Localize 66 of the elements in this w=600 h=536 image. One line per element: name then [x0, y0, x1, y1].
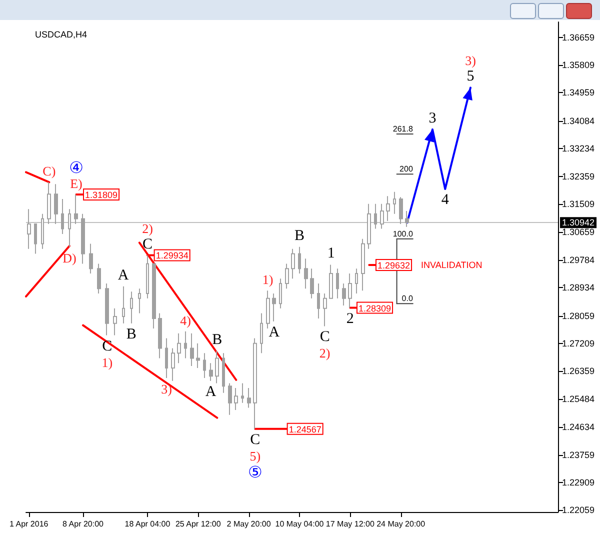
x-tick-label: 24 May 20:00: [376, 520, 426, 528]
data-label: 1.29632: [377, 260, 410, 270]
data-label: 1.31809: [85, 190, 118, 200]
y-tick-label: 1.33234: [562, 143, 595, 154]
annotation: E): [70, 176, 82, 192]
y-tick-label: 1.28059: [562, 310, 595, 321]
annotation: ④: [69, 158, 84, 178]
annotation: C: [320, 329, 330, 346]
text: USDCAD,H4: [35, 30, 88, 40]
annotation: 261.8: [392, 124, 414, 134]
annotation: 3): [465, 53, 476, 68]
annotation: B: [126, 326, 136, 342]
y-tick-label: 1.36659: [562, 32, 595, 43]
annotation: C: [102, 338, 112, 354]
x-tick-label: 2 May 20:00: [226, 520, 272, 528]
y-tick-label: 1.28934: [562, 282, 595, 293]
annotation: A: [268, 324, 280, 340]
annotation: 2: [346, 310, 354, 327]
y-tick-label: 1.24634: [562, 422, 595, 432]
annotation: C): [42, 164, 56, 179]
x-tick-label: 10 May 04:00: [275, 520, 324, 528]
y-tick-label: 1.22909: [562, 478, 595, 488]
annotation: 3: [428, 110, 436, 126]
annotation: 4: [441, 192, 450, 208]
annotation: 0.0: [402, 294, 414, 304]
annotation: B: [212, 332, 222, 348]
annotation: 1): [102, 354, 113, 370]
y-tick-label: 1.27209: [562, 338, 595, 348]
y-tick-label: 1.25484: [562, 394, 595, 404]
annotation: C: [250, 432, 260, 448]
y-tick-label: 1.31509: [562, 199, 595, 210]
annotation: D): [62, 250, 76, 266]
data-label: 1.28309: [358, 303, 392, 314]
x-tick-label: 25 Apr 12:00: [175, 520, 222, 528]
annotation: 100.0: [392, 229, 414, 238]
data-label: 1.29934: [156, 250, 188, 261]
data-label: 1.24567: [288, 424, 322, 434]
ref-line-label: 1.30942: [562, 218, 595, 228]
y-tick-label: 1.23759: [562, 450, 595, 460]
annotation: 5: [466, 68, 474, 85]
annotation: A: [118, 267, 129, 284]
annotation: 5): [250, 448, 261, 464]
annotation: 2): [142, 220, 153, 236]
y-tick-label: 1.34084: [562, 116, 595, 126]
annotation: C: [142, 236, 152, 252]
annotation: 3): [161, 382, 172, 397]
annotation: A: [205, 384, 216, 400]
x-tick-label: 8 Apr 20:00: [62, 520, 104, 528]
x-tick-label: 17 May 12:00: [326, 520, 375, 528]
annotation: ⑤: [248, 462, 262, 482]
annotation: 1: [327, 246, 335, 262]
legend-label: INVALIDATION: [421, 260, 482, 270]
y-tick-label: 1.29784: [562, 255, 595, 266]
y-tick-label: 1.26359: [562, 366, 595, 376]
y-tick-label: 1.30659: [562, 226, 595, 237]
annotation: B: [294, 228, 304, 244]
y-tick-label: 1.22059: [562, 505, 595, 516]
y-tick-label: 1.32359: [562, 172, 595, 182]
x-tick-label: 1 Apr 2016: [10, 520, 49, 528]
annotation: 2): [319, 346, 330, 361]
annotation: 200: [400, 164, 414, 174]
y-tick-label: 1.34959: [562, 88, 595, 98]
annotation: 4): [180, 312, 191, 328]
x-tick-label: 18 Apr 04:00: [124, 520, 171, 528]
y-tick-label: 1.35809: [562, 60, 595, 70]
annotation: 1): [262, 272, 274, 288]
